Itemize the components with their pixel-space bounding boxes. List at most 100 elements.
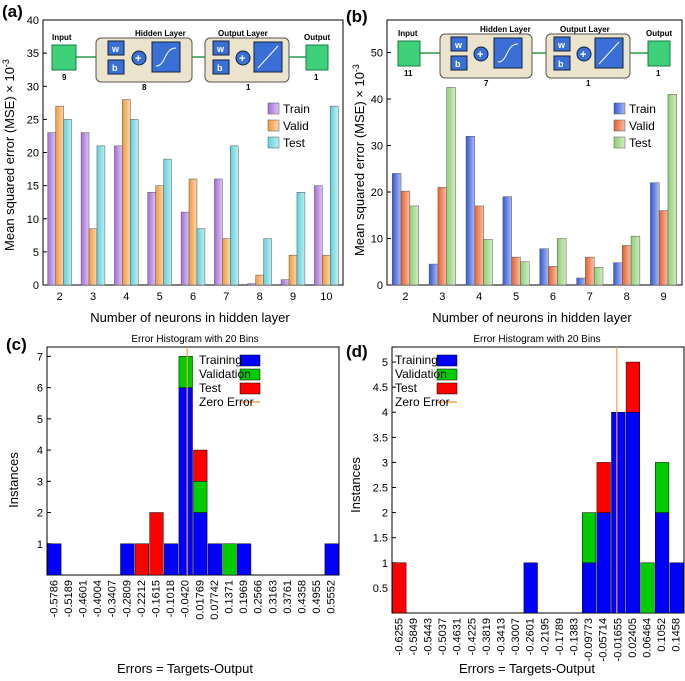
bar-validation-d (582, 512, 597, 564)
legend-label-valid-b: Valid (629, 119, 655, 133)
x-tick-label-c: 0.01769 (194, 580, 206, 620)
bar-training-c (164, 543, 179, 576)
panel-a: (a) Mean squared error (MSE) × 10-3 0 5 10… (1, 2, 344, 325)
bar-valid-3-a (88, 228, 98, 286)
x-tick-label-c: 0.3761 (282, 580, 294, 614)
x-tick-label-a: 7 (223, 291, 229, 303)
bar-validation-c (222, 543, 237, 576)
diagram-sum-icon-a (131, 50, 147, 66)
bar-test-c (149, 512, 164, 576)
y-tick-label-a: 0 (33, 280, 39, 292)
x-tick-label-d: 0.06464 (642, 618, 654, 658)
y-tick-label-c: 7 (37, 351, 43, 363)
x-tick-label-a: 2 (57, 291, 63, 303)
bar-validation-d (655, 462, 670, 513)
y-tick-label-b: 40 (371, 94, 383, 106)
plot-frame-c (46, 346, 340, 576)
y-tick-label-d: 2 (382, 508, 388, 520)
bar-train-3-b (428, 263, 439, 286)
x-tick-label-b: 8 (624, 291, 630, 303)
x-tick-label-d: 0.02405 (627, 618, 639, 658)
y-axis-label-a: Mean squared error (MSE) × 10-3 (1, 59, 17, 251)
bar-valid-2-b (400, 190, 411, 286)
svg-text:+: + (239, 53, 245, 65)
diagram-hidden-count-b: 7 (484, 79, 489, 88)
y-tick-label-b: 30 (371, 141, 383, 153)
x-tick-label-d: -0.5849 (408, 618, 420, 655)
bar-test-7-b (593, 267, 604, 286)
x-tick-label-d: -0.4631 (452, 618, 464, 655)
y-axis-label-b: Mean squared error (MSE) × 10-3 (351, 64, 367, 256)
x-tick-label-b: 5 (513, 291, 519, 303)
x-tick-label-a: 9 (290, 291, 296, 303)
legend-swatch-validation-c (239, 368, 261, 381)
bar-train-7-b (576, 277, 586, 286)
bar-training-d (523, 562, 538, 614)
bar-train-6-b (539, 248, 549, 286)
bar-training-d (611, 411, 626, 614)
legend-label-validation-d: Validation (395, 367, 447, 381)
panel-label-d: (d) (346, 342, 368, 361)
x-tick-label-b: 2 (402, 291, 408, 303)
bar-validation-d (640, 562, 655, 614)
diagram-b-text-a: b (112, 63, 118, 73)
x-tick-label-c: -0.3407 (107, 580, 119, 617)
x-tick-label-a: 5 (157, 291, 163, 303)
x-tick-label-a: 4 (123, 291, 129, 303)
y-tick-label-c: 6 (37, 383, 43, 395)
x-tick-label-d: 0.1052 (656, 618, 668, 652)
y-axis-label-d: Instances (348, 457, 363, 513)
x-tick-label-c: -0.0420 (180, 580, 192, 617)
bar-training-d (625, 411, 640, 614)
y-axis-label-c: Instances (6, 452, 21, 508)
bar-test-7-a (230, 145, 239, 286)
legend-label-test-b: Test (629, 136, 652, 150)
x-axis-label-a: Number of neurons in hidden layer (90, 310, 290, 325)
diagram-output-count-b: 1 (656, 69, 661, 78)
x-tick-label-c: 0.2566 (253, 580, 265, 614)
bar-valid-6-a (188, 178, 198, 286)
svg-text:+: + (477, 49, 483, 61)
bar-valid-2-a (55, 105, 64, 286)
bar-test-5-b (520, 261, 530, 286)
panel-c: (c) Error Histogram with 20 Bins Instanc… (6, 334, 340, 676)
diagram-sum-icon-b (473, 46, 489, 62)
svg-text:Mean squared error (MSE) × 10-: Mean squared error (MSE) × 10-3 (351, 64, 367, 256)
bar-training-c (237, 543, 252, 576)
legend-swatch-validation-d (436, 368, 458, 381)
bar-valid-8-b (622, 245, 632, 286)
bar-test-8-a (263, 238, 272, 286)
bar-training-c (324, 543, 339, 576)
diagram-b-text-b: b (455, 59, 461, 69)
y-tick-label-d: 2.5 (373, 483, 388, 495)
bar-test-d (392, 562, 407, 614)
legend-label-train-a: Train (283, 102, 310, 116)
x-tick-label-c: 0.07742 (209, 580, 221, 620)
y-tick-label-c: 4 (37, 445, 43, 457)
diagram-output-label-a: Output (304, 33, 331, 42)
bar-test-9-b (667, 94, 677, 286)
plot-area-b: 0 10 20 30 40 50 2 3 4 5 6 7 8 9 Train Valid Test (371, 19, 683, 303)
x-tick-label-c: -0.5786 (48, 580, 60, 617)
x-tick-label-c: -0.4004 (92, 580, 104, 617)
y-tick-label-d: 3 (382, 457, 388, 469)
bar-test-6-b (557, 238, 567, 286)
legend-label-training-d: Training (395, 353, 438, 367)
x-tick-label-d: -0.4225 (466, 618, 478, 655)
x-axis-label-b: Number of neurons in hidden layer (432, 310, 632, 325)
diagram-input-count-b: 11 (404, 69, 413, 78)
y-tick-label-a: 5 (33, 247, 39, 259)
bar-valid-4-b (474, 205, 484, 286)
diagram-input-label-a: Input (52, 33, 72, 42)
bar-train-2-a (47, 132, 56, 286)
x-tick-label-d: -0.2601 (525, 618, 537, 655)
bar-valid-3-b (437, 187, 447, 286)
diagram-w-text-a: w (111, 44, 120, 54)
bar-test-2-a (63, 119, 72, 286)
legend-swatch-valid-a (267, 119, 280, 132)
diagram-hidden-label-b: Hidden Layer (480, 25, 531, 34)
bar-train-3-a (80, 132, 90, 286)
diagram-output-box-a (305, 44, 329, 71)
bar-training-d (655, 512, 670, 614)
network-diagram-b: Input 11 Hidden Layer w b + 7 Output Lay… (397, 25, 673, 88)
